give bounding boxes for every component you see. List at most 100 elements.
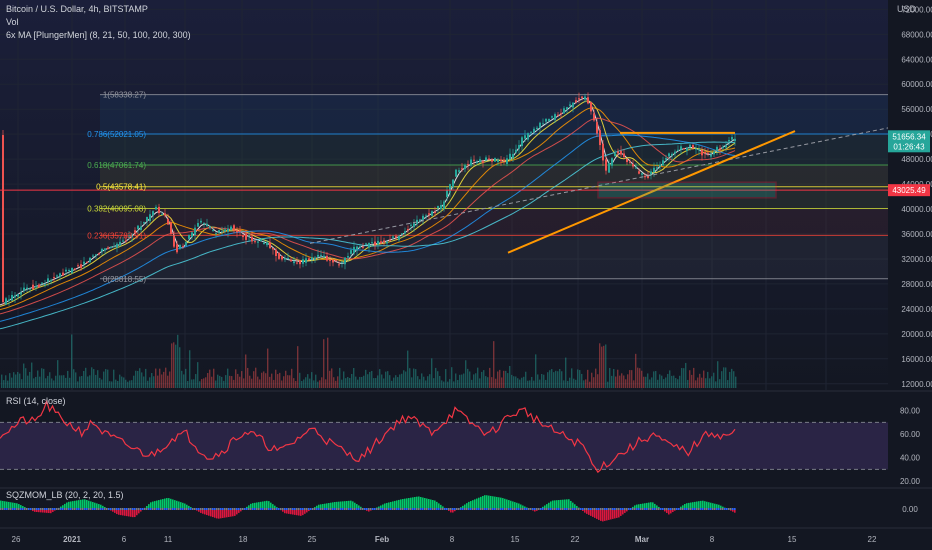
squeeze-dot	[150, 508, 152, 510]
volume-bar	[331, 368, 333, 388]
rsi-legend[interactable]: RSI (14, close)	[6, 396, 66, 406]
candle-body	[188, 234, 190, 239]
squeeze-dot	[674, 508, 676, 510]
volume-bar	[165, 367, 167, 388]
volume-bar	[347, 377, 349, 388]
volume-bar	[219, 375, 221, 388]
momentum-bar	[332, 502, 334, 509]
volume-bar	[429, 374, 431, 388]
squeeze-dot	[392, 508, 394, 510]
mom-legend[interactable]: SQZMOM_LB (20, 2, 20, 1.5)	[6, 490, 124, 500]
momentum-bar	[556, 500, 558, 509]
rsi-pane[interactable]: 20.00 40.00 60.00 80.00	[0, 390, 932, 486]
squeeze-dot	[68, 508, 70, 510]
candle-body	[119, 241, 121, 246]
volume-bar	[39, 376, 41, 388]
volume-bars	[1, 334, 737, 388]
candle-body	[152, 211, 154, 216]
volume-bar	[557, 371, 559, 388]
drawings[interactable]	[0, 127, 889, 254]
squeeze-dot	[80, 508, 82, 510]
squeeze-dot	[188, 508, 190, 510]
candle-body	[212, 230, 214, 232]
momentum-bar	[632, 506, 634, 509]
volume-bar	[433, 378, 435, 388]
squeeze-momentum-pane[interactable]: 0.00	[0, 487, 932, 522]
momentum-bar	[594, 509, 596, 518]
volume-bar	[685, 362, 687, 388]
squeeze-dot	[504, 508, 506, 510]
momentum-bar	[216, 509, 218, 519]
squeeze-dot	[194, 508, 196, 510]
squeeze-dot	[22, 508, 24, 510]
y-tick-label: 48000.00	[901, 155, 932, 164]
squeeze-dot	[598, 508, 600, 510]
candle-body	[497, 160, 499, 163]
volume-bar	[27, 375, 29, 388]
candle-body	[197, 223, 199, 227]
momentum-bar	[368, 509, 370, 512]
squeeze-dot	[526, 508, 528, 510]
momentum-bar	[208, 509, 210, 516]
squeeze-dot	[538, 508, 540, 510]
momentum-bar	[294, 509, 296, 515]
squeeze-dot	[388, 508, 390, 510]
squeeze-dot	[494, 508, 496, 510]
squeeze-dot	[94, 508, 96, 510]
volume-bar	[91, 367, 93, 388]
momentum-bar	[618, 509, 620, 518]
squeeze-dot	[690, 508, 692, 510]
candle-body	[668, 153, 670, 157]
squeeze-dot	[32, 508, 34, 510]
candle-body	[524, 135, 526, 139]
squeeze-dot	[332, 508, 334, 510]
momentum-bar	[42, 509, 44, 513]
candle-body	[461, 168, 463, 170]
candle-body	[167, 218, 169, 225]
candle-body	[581, 96, 583, 98]
squeeze-dot	[518, 508, 520, 510]
fib-label: 0.5(43578.41)	[96, 183, 146, 192]
volume-bar	[311, 372, 313, 388]
volume-bar	[723, 367, 725, 388]
momentum-bar	[336, 501, 338, 509]
volume-bar	[357, 379, 359, 388]
momentum-bar	[180, 502, 182, 509]
symbol-title[interactable]: Bitcoin / U.S. Dollar, 4h, BITSTAMP	[6, 4, 148, 14]
candle-body	[518, 145, 520, 149]
candle-body	[560, 113, 562, 115]
ma-legend[interactable]: 6x MA [PlungerMen] (8, 21, 50, 100, 200,…	[6, 30, 191, 40]
volume-bar	[225, 375, 227, 388]
squeeze-dot	[214, 508, 216, 510]
squeeze-dot	[682, 508, 684, 510]
volume-bar	[297, 346, 299, 388]
squeeze-dot	[308, 508, 310, 510]
squeeze-dot	[596, 508, 598, 510]
squeeze-dot	[360, 508, 362, 510]
volume-bar	[281, 380, 283, 388]
momentum-bar	[520, 504, 522, 509]
volume-bar	[439, 375, 441, 388]
candle-body	[716, 146, 718, 151]
candle-body	[422, 215, 424, 221]
y-tick-label: 60000.00	[901, 80, 932, 89]
price-axis[interactable]: 12000.00 16000.00 20000.00 24000.00 28000.00…	[888, 5, 932, 389]
volume-bar	[611, 375, 613, 388]
squeeze-dot	[444, 508, 446, 510]
squeeze-dot	[298, 508, 300, 510]
vol-legend[interactable]: Vol	[6, 17, 19, 27]
volume-bar	[645, 376, 647, 388]
time-axis[interactable]: 26 2021 6 11 18 25 Feb 8 15 22 Mar 8 15 22	[0, 527, 932, 544]
squeeze-dot	[176, 508, 178, 510]
volume-bar	[681, 367, 683, 388]
volume-bar	[485, 376, 487, 388]
rsi-tick-label: 20.00	[900, 477, 921, 486]
momentum-bar	[550, 501, 552, 509]
squeeze-dot	[492, 508, 494, 510]
volume-bar	[279, 372, 281, 388]
squeeze-dot	[268, 508, 270, 510]
volume-bar	[601, 346, 603, 388]
candle-body	[539, 122, 541, 128]
candles[interactable]	[2, 92, 736, 306]
